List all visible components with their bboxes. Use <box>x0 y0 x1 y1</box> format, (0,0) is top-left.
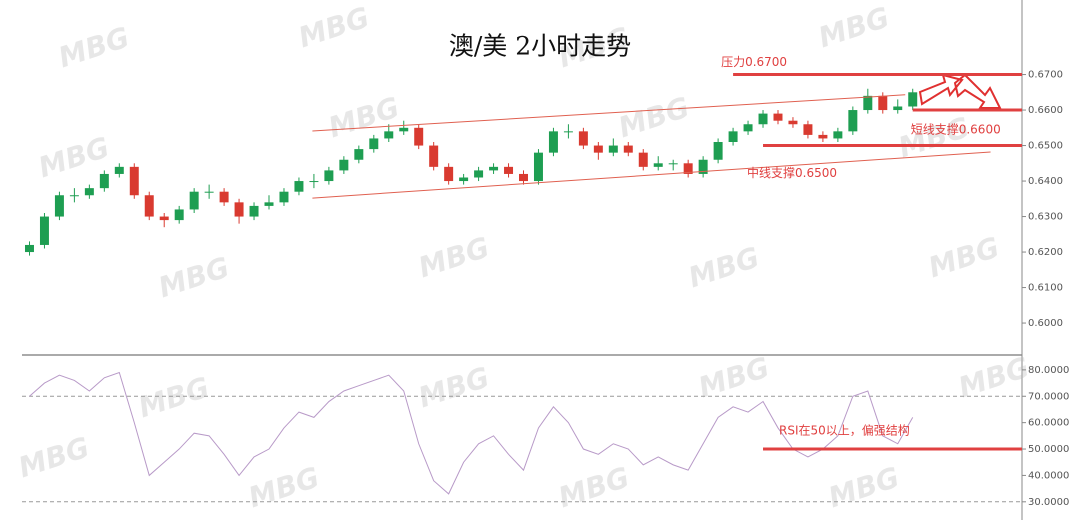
y-tick-label: 50.0000 <box>1028 444 1069 455</box>
candle-body <box>174 209 184 221</box>
y-tick-label: 40.0000 <box>1028 470 1069 481</box>
candle-body <box>519 173 528 182</box>
candle-body <box>339 159 349 171</box>
candle-body <box>893 106 903 111</box>
y-tick-label: 0.6400 <box>1028 176 1063 187</box>
candle-body <box>39 216 49 245</box>
candle-body <box>548 131 558 153</box>
candle-body <box>623 145 633 153</box>
y-tick-label: 0.6000 <box>1028 318 1063 329</box>
candle-body <box>234 202 244 217</box>
y-tick-label: 0.6100 <box>1028 283 1063 294</box>
y-tick-label: 0.6300 <box>1028 212 1063 223</box>
candle-body <box>24 244 34 253</box>
y-tick-label: 0.6200 <box>1028 247 1063 258</box>
candle-body <box>204 191 214 193</box>
candle-body <box>713 142 723 160</box>
candle-body <box>69 195 79 197</box>
candle-body <box>429 145 439 167</box>
candle-body <box>369 138 379 150</box>
candle-body <box>114 166 124 174</box>
candle-body <box>683 163 693 174</box>
y-tick-label: 60.0000 <box>1028 418 1069 429</box>
candle-body <box>459 177 469 182</box>
candle-body <box>189 191 199 210</box>
candle-body <box>294 181 304 192</box>
candle-body <box>249 205 259 217</box>
candle-body <box>878 95 888 111</box>
y-tick-label: 70.0000 <box>1028 391 1069 402</box>
candle-body <box>489 166 499 171</box>
candle-body <box>833 131 843 139</box>
candle-body <box>533 152 543 182</box>
candle-body <box>743 124 753 132</box>
candle-body <box>698 159 708 174</box>
candle-body <box>578 131 588 146</box>
candle-body <box>129 166 139 196</box>
candle-body <box>144 195 154 217</box>
trendline <box>312 94 906 132</box>
y-tick-label: 30.0000 <box>1028 497 1069 508</box>
trendline <box>312 151 991 199</box>
candle-body <box>563 131 573 133</box>
candle-body <box>279 191 289 203</box>
level-label: 压力0.6700 <box>721 55 787 69</box>
chart-title: 澳/美 2小时走势 <box>449 32 631 61</box>
candle-body <box>354 149 364 160</box>
candle-body <box>908 92 918 107</box>
candle-body <box>414 127 424 146</box>
candle-body <box>728 131 738 142</box>
candle-body <box>84 188 94 196</box>
candle-body <box>773 113 783 121</box>
candle-body <box>758 113 768 125</box>
arrow <box>953 73 1002 109</box>
candle-body <box>788 120 798 125</box>
candle-body <box>504 166 514 174</box>
candle-body <box>608 145 618 153</box>
candle-body <box>54 195 64 217</box>
candle-body <box>668 163 678 165</box>
candle-body <box>818 134 828 139</box>
candle-body <box>384 131 394 139</box>
y-tick-label: 0.6600 <box>1028 105 1063 116</box>
level-label: 中线支撑0.6500 <box>747 165 837 180</box>
candle-body <box>593 145 603 153</box>
candle-body <box>863 95 873 111</box>
candle-body <box>803 124 813 135</box>
candle-body <box>399 127 409 132</box>
candle-body <box>99 173 109 189</box>
y-tick-label: 0.6700 <box>1028 70 1063 81</box>
candle-body <box>474 170 484 178</box>
forecast-arrows <box>918 73 1002 109</box>
candle-body <box>638 152 648 167</box>
y-tick-label: 80.0000 <box>1028 365 1069 376</box>
candle-body <box>219 191 229 203</box>
candle-body <box>159 216 169 221</box>
level-label: 短线支撑0.6600 <box>911 122 1001 137</box>
candle-body <box>264 202 274 206</box>
candle-body <box>653 163 663 167</box>
candle-body <box>309 181 319 183</box>
candle-body <box>848 110 858 132</box>
candle-body <box>444 166 454 182</box>
rsi-line <box>29 371 914 495</box>
level-label: RSI在50以上，偏强结构 <box>779 423 910 438</box>
y-tick-label: 0.6500 <box>1028 141 1063 152</box>
candle-body <box>324 170 334 182</box>
